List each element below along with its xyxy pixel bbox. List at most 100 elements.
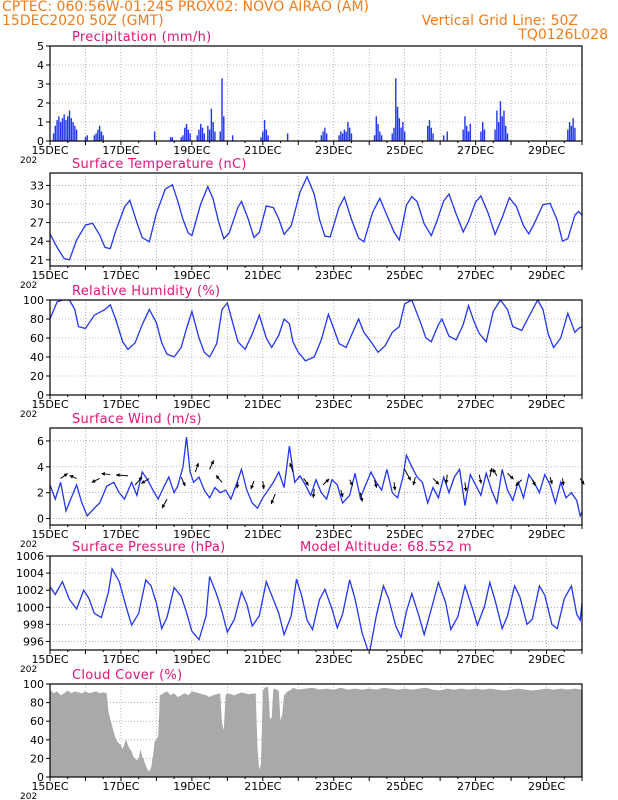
x-tick-label: 17DEC <box>102 653 139 666</box>
precip-bar <box>464 116 466 141</box>
wind-arrow-head <box>549 480 553 485</box>
precip-bar <box>403 131 406 141</box>
x-tick-label: 27DEC <box>457 144 494 157</box>
wind-arrow-head <box>91 479 96 483</box>
x-tick-label: 15DEC <box>31 780 68 793</box>
precip-bar <box>341 133 344 141</box>
wind-arrow-head <box>270 499 275 504</box>
series-line <box>50 300 582 362</box>
precip-bar <box>340 131 342 141</box>
x-year-label: 202 <box>20 540 37 550</box>
x-tick-label: 15DEC <box>31 144 68 157</box>
y-tick-label: 60 <box>30 332 44 345</box>
wind-arrow-head <box>141 479 146 484</box>
panel-0 <box>46 45 583 145</box>
precip-bar <box>67 116 69 141</box>
precip-bar <box>442 135 445 141</box>
precip-bar <box>430 127 432 141</box>
x-year-label: 202 <box>20 792 37 800</box>
precip-bar <box>171 137 174 141</box>
precip-bar <box>214 131 216 141</box>
y-tick-label: 2 <box>37 97 44 110</box>
y-tick-label: 4 <box>37 461 44 474</box>
wind-arrow-head <box>261 485 266 490</box>
precip-bar <box>462 129 464 141</box>
precip-bar <box>203 133 205 141</box>
precip-bar <box>499 101 502 141</box>
wind-arrow-head <box>101 472 105 476</box>
y-tick-label: 1 <box>37 116 44 129</box>
y-tick-label: 1006 <box>16 550 44 563</box>
precip-bar <box>503 110 505 141</box>
y-tick-label: 40 <box>30 351 44 364</box>
precip-bar <box>568 122 571 141</box>
y-tick-label: 3 <box>37 78 44 91</box>
y-tick-label: 6 <box>37 435 44 448</box>
y-tick-label: 0 <box>37 135 44 148</box>
precip-bar <box>375 116 378 141</box>
y-tick-label: 80 <box>30 697 44 710</box>
y-tick-label: 80 <box>30 313 44 326</box>
x-tick-label: 21DEC <box>244 269 281 282</box>
precip-bar <box>98 125 101 141</box>
wind-arrow-head <box>515 481 520 486</box>
panel-5 <box>46 683 583 781</box>
series-line <box>50 437 582 518</box>
precip-bar <box>467 131 470 141</box>
precip-bar <box>56 120 58 141</box>
precip-bar <box>210 108 213 141</box>
precip-bar <box>322 131 324 141</box>
model-altitude-label: Model Altitude: 68.552 m <box>300 540 472 555</box>
wind-arrow-head <box>373 483 378 488</box>
wind-arrow-head <box>138 476 143 481</box>
precip-bar <box>506 133 509 141</box>
precip-bar <box>501 116 503 141</box>
x-tick-label: 21DEC <box>244 144 281 157</box>
y-tick-label: 2 <box>37 487 44 500</box>
y-tick-label: 1000 <box>16 601 44 614</box>
y-tick-label: 0 <box>37 771 44 784</box>
y-tick-label: 1002 <box>16 584 44 597</box>
x-year-label: 202 <box>20 281 37 291</box>
x-tick-label: 25DEC <box>386 528 423 541</box>
x-tick-label: 19DEC <box>173 144 210 157</box>
precip-bar <box>208 129 211 141</box>
header-station-line: CPTEC: 060:56W-01:24S PROX02: NOVO AIRAO… <box>2 0 369 15</box>
header-grid-note: Vertical Grid Line: 50Z <box>421 13 578 29</box>
precip-bar <box>221 78 223 141</box>
wind-arrow-head <box>210 460 214 465</box>
x-year-label: 202 <box>20 156 37 166</box>
x-tick-label: 15DEC <box>31 653 68 666</box>
x-tick-label: 27DEC <box>457 398 494 411</box>
y-tick-label: 30 <box>30 198 44 211</box>
precip-bar <box>219 131 221 141</box>
precip-bar <box>347 122 349 141</box>
precip-bar <box>348 127 351 141</box>
wind-arrow-head <box>359 497 364 502</box>
panel-4 <box>46 555 583 654</box>
precip-bar <box>380 135 383 141</box>
x-tick-label: 29DEC <box>528 398 565 411</box>
panel-title: Relative Humidity (%) <box>72 284 220 299</box>
precip-bar <box>223 116 225 141</box>
x-tick-label: 19DEC <box>173 780 210 793</box>
precip-bar <box>400 127 402 141</box>
precip-bar <box>466 125 468 141</box>
precip-bar <box>52 133 55 141</box>
precip-bar <box>153 131 156 141</box>
y-tick-label: 100 <box>23 294 44 307</box>
precip-bar <box>84 137 87 141</box>
precip-bar <box>201 127 204 141</box>
wind-arrow-head <box>492 468 497 473</box>
y-tick-label: 60 <box>30 715 44 728</box>
x-tick-label: 19DEC <box>173 269 210 282</box>
x-tick-label: 25DEC <box>386 144 423 157</box>
panel-1 <box>46 172 583 270</box>
x-tick-label: 17DEC <box>102 398 139 411</box>
x-tick-label: 27DEC <box>457 528 494 541</box>
precip-bar <box>402 122 404 141</box>
precip-bar <box>396 106 399 141</box>
precip-bar <box>260 137 262 141</box>
precip-bar <box>343 129 346 141</box>
